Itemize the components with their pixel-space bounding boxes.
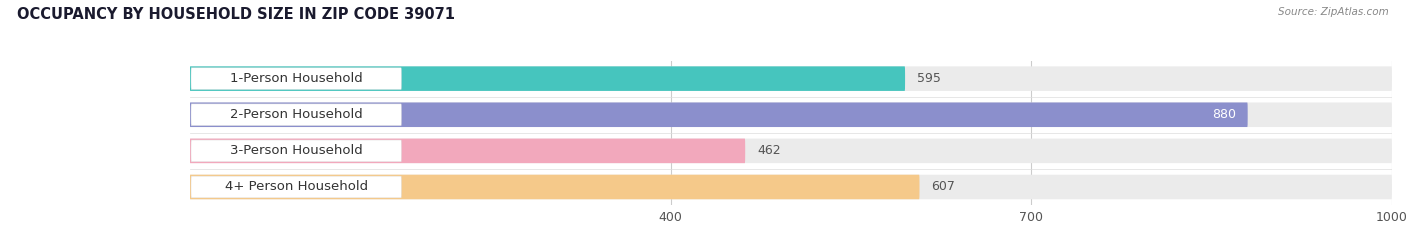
Text: 607: 607 [932,181,956,193]
FancyBboxPatch shape [190,66,1392,91]
Text: 462: 462 [758,144,780,157]
Text: 3-Person Household: 3-Person Household [229,144,363,157]
FancyBboxPatch shape [191,104,401,126]
FancyBboxPatch shape [190,66,905,91]
Text: Source: ZipAtlas.com: Source: ZipAtlas.com [1278,7,1389,17]
FancyBboxPatch shape [191,176,401,198]
FancyBboxPatch shape [190,175,1392,199]
FancyBboxPatch shape [190,103,1392,127]
FancyBboxPatch shape [190,175,920,199]
FancyBboxPatch shape [190,103,1247,127]
Text: 1-Person Household: 1-Person Household [229,72,363,85]
FancyBboxPatch shape [190,139,1392,163]
Text: 2-Person Household: 2-Person Household [229,108,363,121]
FancyBboxPatch shape [190,139,745,163]
FancyBboxPatch shape [191,68,401,89]
Text: 595: 595 [917,72,941,85]
FancyBboxPatch shape [191,140,401,162]
Text: 880: 880 [1212,108,1236,121]
Text: 4+ Person Household: 4+ Person Household [225,181,368,193]
Text: OCCUPANCY BY HOUSEHOLD SIZE IN ZIP CODE 39071: OCCUPANCY BY HOUSEHOLD SIZE IN ZIP CODE … [17,7,456,22]
